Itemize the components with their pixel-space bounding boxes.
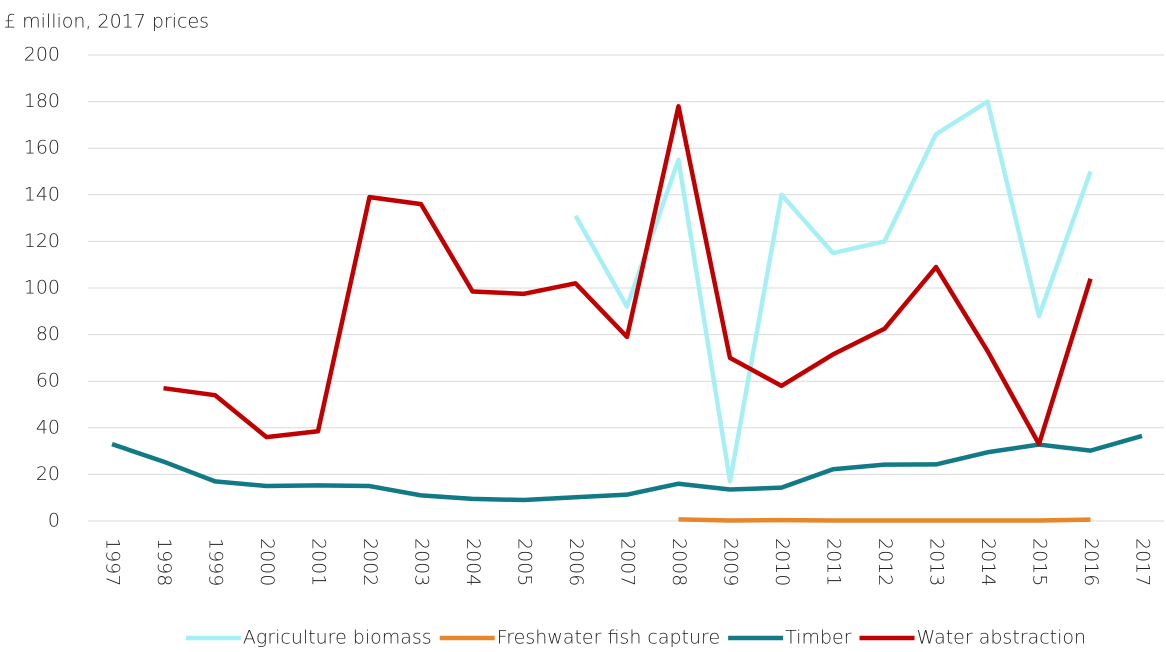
x-tick-label: 2009 [720,538,742,586]
x-tick-label: 2006 [565,538,587,586]
y-tick-label: 180 [24,90,60,112]
y-tick-label: 80 [36,323,60,345]
series-line [111,433,1143,503]
y-tick-label: 140 [24,183,60,205]
x-tick-label: 2013 [926,538,948,586]
y-tick-label: 120 [24,230,60,252]
x-tick-label: 2008 [668,538,690,586]
legend-label: Water abstraction [917,627,1087,649]
x-tick-label: 2011 [823,538,845,586]
x-tick-label: 1998 [153,538,175,586]
x-tick-label: 2017 [1132,538,1154,586]
x-tick-label: 2007 [617,538,639,586]
y-tick-label: 20 [36,463,60,485]
x-tick-label: 2014 [977,538,999,586]
legend-label: Timber [785,627,852,649]
x-tick-label: 2010 [771,538,793,586]
x-tick-label: 2004 [462,538,484,586]
x-tick-label: 2016 [1080,538,1102,586]
x-tick-label: 2003 [411,538,433,586]
series-line [678,517,1091,523]
chart-title: £ million, 2017 prices [4,11,209,33]
x-tick-label: 2001 [308,538,330,586]
x-tick-label: 2015 [1029,538,1051,586]
x-tick-label: 2002 [359,538,381,586]
series-line [163,104,1093,447]
y-tick-label: 40 [36,416,60,438]
x-tick-label: 1997 [102,538,124,586]
y-tick-label: 100 [24,277,60,299]
series-line [573,99,1093,484]
legend-label: Freshwater fish capture [497,627,720,649]
y-tick-label: 160 [24,137,60,159]
y-tick-label: 0 [48,510,60,532]
x-tick-label: 1999 [205,538,227,586]
y-tick-label: 200 [24,44,60,66]
x-tick-label: 2012 [874,538,896,586]
x-tick-label: 2005 [514,538,536,586]
y-tick-label: 60 [36,370,60,392]
legend: Agriculture biomass Freshwater fish captu… [185,627,1087,649]
legend-label: Agriculture biomass [243,627,432,649]
x-tick-label: 2000 [256,538,278,586]
